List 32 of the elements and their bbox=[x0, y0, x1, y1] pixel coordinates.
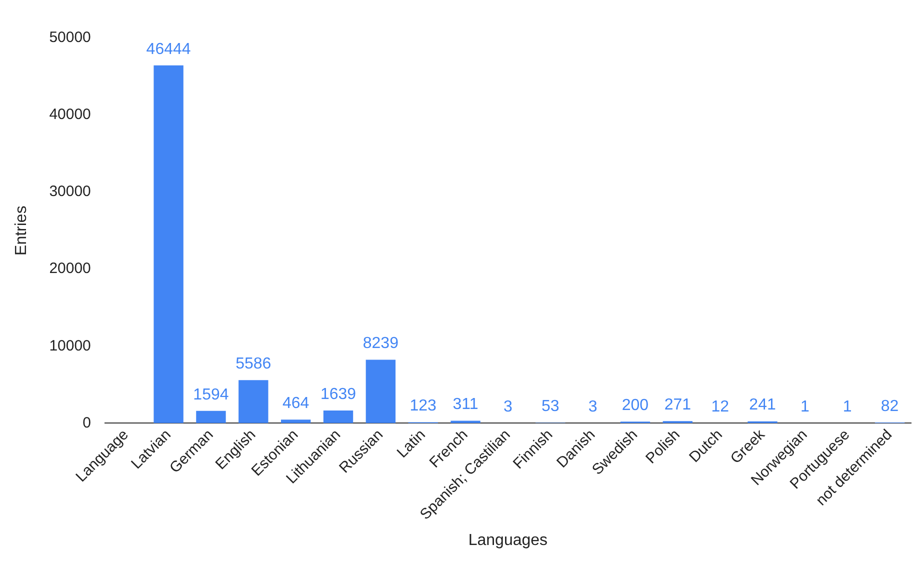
data-label: 311 bbox=[452, 396, 478, 414]
bar bbox=[238, 380, 268, 424]
data-label: 46444 bbox=[146, 40, 191, 58]
x-axis-title: Languages bbox=[468, 532, 548, 549]
data-label: 53 bbox=[541, 398, 560, 416]
bar bbox=[154, 65, 184, 424]
data-label: 1639 bbox=[320, 386, 356, 403]
bar bbox=[323, 410, 354, 424]
y-tick-label: 30000 bbox=[49, 183, 91, 200]
data-label: 3 bbox=[588, 398, 598, 416]
y-axis-title: Entries bbox=[13, 206, 30, 256]
y-tick-label: 10000 bbox=[49, 337, 91, 354]
y-tick-label: 20000 bbox=[49, 260, 91, 278]
data-label: 1 bbox=[800, 398, 810, 416]
data-label: 241 bbox=[749, 396, 776, 414]
data-label: 1594 bbox=[193, 386, 229, 404]
data-label: 1 bbox=[842, 398, 852, 416]
y-tick-label: 40000 bbox=[49, 106, 91, 124]
data-label: 200 bbox=[622, 397, 649, 414]
data-label: 3 bbox=[504, 398, 513, 416]
data-label: 12 bbox=[711, 398, 730, 416]
bar bbox=[196, 410, 226, 424]
data-label: 271 bbox=[664, 396, 692, 414]
data-label: 82 bbox=[880, 398, 899, 415]
y-tick-label: 50000 bbox=[49, 29, 91, 46]
bar bbox=[366, 360, 396, 424]
bar bbox=[280, 420, 311, 424]
y-tick-label: 0 bbox=[82, 414, 91, 432]
data-label: 464 bbox=[282, 395, 310, 412]
data-label: 8239 bbox=[362, 335, 399, 352]
data-label: 123 bbox=[410, 398, 437, 415]
data-label: 5586 bbox=[236, 356, 272, 373]
